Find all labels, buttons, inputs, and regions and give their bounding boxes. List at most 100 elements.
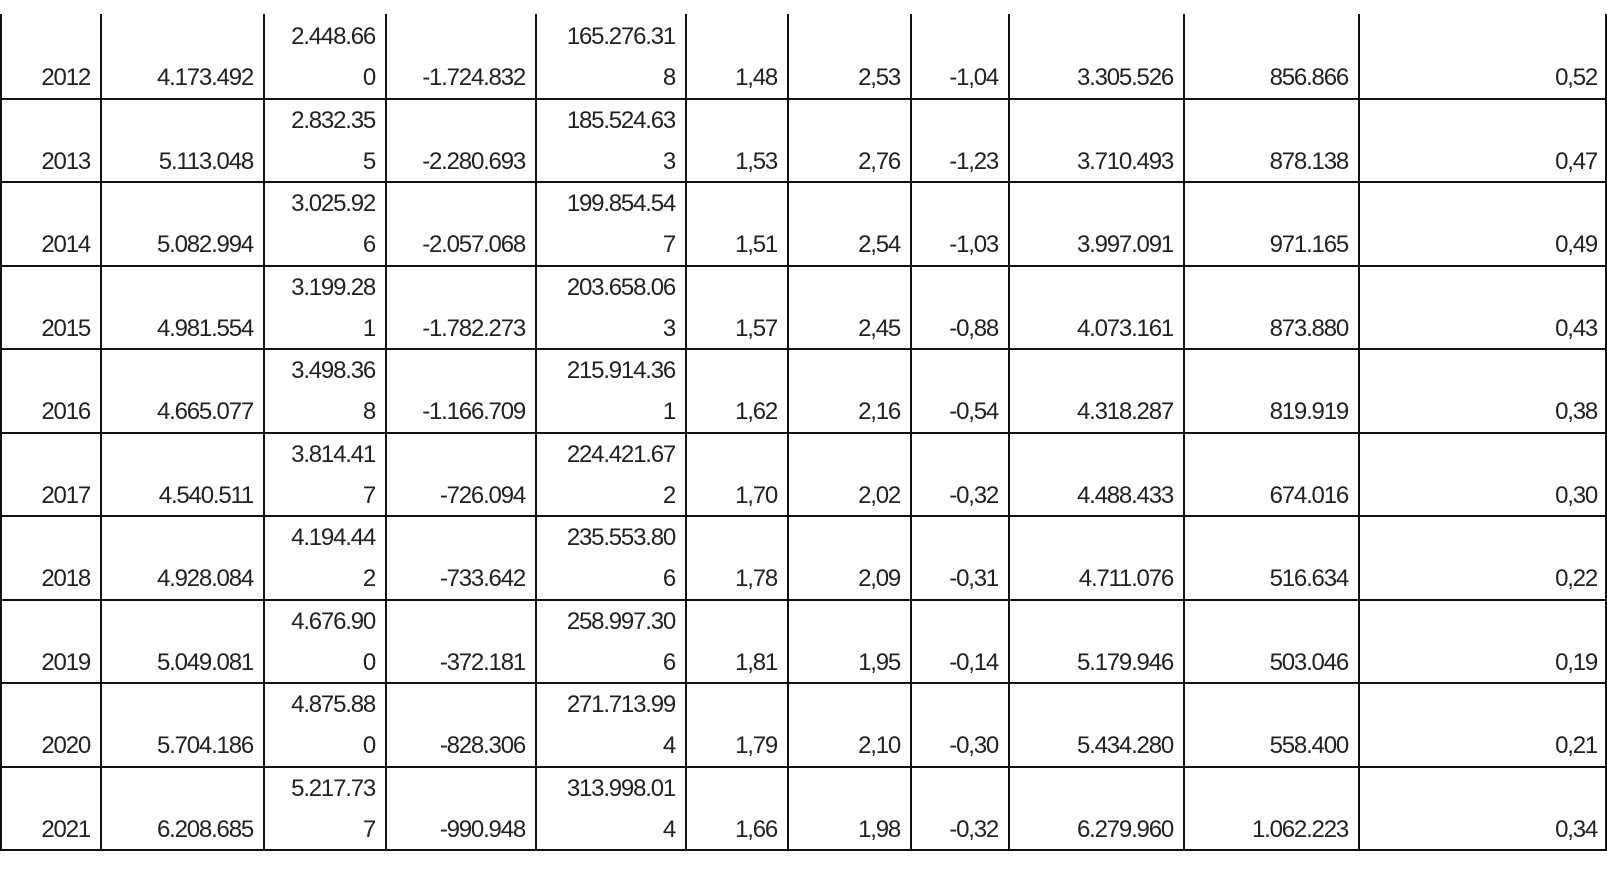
cell-text: 674.016 bbox=[1269, 481, 1350, 509]
row-border bbox=[0, 264, 1607, 267]
cell-text: 6 bbox=[662, 648, 676, 676]
cell-text: 971.165 bbox=[1269, 231, 1350, 258]
cell-text: -1,03 bbox=[949, 231, 999, 258]
cell-text: -1,23 bbox=[949, 147, 999, 175]
row-border bbox=[0, 515, 1607, 517]
cell-text: 5.217.73 bbox=[291, 774, 376, 802]
cell-text: 4.318.287 bbox=[1077, 398, 1174, 425]
cell-text: 2015 bbox=[41, 314, 91, 342]
cell-text: 1,95 bbox=[858, 648, 901, 676]
cell-text: 6.279.960 bbox=[1077, 815, 1174, 843]
cell-text: 2,54 bbox=[858, 231, 901, 258]
cell-text: 3 bbox=[662, 314, 676, 342]
cell-text: 503.046 bbox=[1269, 648, 1350, 676]
cell-text: 5.082.994 bbox=[157, 231, 254, 258]
cell-text: 3.498.36 bbox=[291, 357, 376, 384]
cell-text: 1,51 bbox=[735, 231, 778, 258]
cell-text: 2016 bbox=[41, 398, 91, 425]
cell-text: 2018 bbox=[41, 565, 91, 592]
cell-text: 2012 bbox=[41, 64, 91, 91]
cell-text: 0 bbox=[362, 732, 376, 759]
cell-text: 5.704.186 bbox=[157, 732, 254, 759]
cell-text: 7 bbox=[662, 231, 676, 258]
cell-text: 258.997.30 bbox=[566, 607, 676, 635]
cell-text: 4.711.076 bbox=[1078, 565, 1174, 592]
cell-text: -733.642 bbox=[439, 565, 526, 592]
cell-text: 224.421.67 bbox=[566, 440, 676, 468]
cell-text: 313.998.01 bbox=[566, 774, 676, 802]
cell-text: 5 bbox=[362, 147, 376, 175]
cell-text: 3.814.41 bbox=[291, 440, 376, 468]
cell-text: -1,04 bbox=[949, 64, 999, 91]
cell-text: 215.914.36 bbox=[566, 357, 676, 384]
cell-text: 2,45 bbox=[858, 314, 901, 342]
row-border bbox=[0, 598, 1607, 601]
cell-text: -2.057.068 bbox=[422, 231, 526, 258]
cell-text: 2014 bbox=[41, 231, 91, 258]
cell-text: 516.634 bbox=[1269, 565, 1350, 592]
row-border bbox=[0, 765, 1607, 768]
cell-text: 1,53 bbox=[735, 147, 778, 175]
cell-text: 3.710.493 bbox=[1077, 147, 1174, 175]
cell-text: 4.875.88 bbox=[291, 691, 376, 718]
cell-text: 4 bbox=[662, 815, 676, 843]
cell-text: 5.049.081 bbox=[157, 648, 254, 676]
cell-text: 0,38 bbox=[1555, 398, 1598, 425]
cell-text: 4.928.084 bbox=[157, 565, 254, 592]
cell-text: 0 bbox=[362, 64, 376, 91]
cell-text: 1,66 bbox=[735, 815, 778, 843]
cell-text: 6 bbox=[362, 231, 376, 258]
cell-text: -0,54 bbox=[949, 398, 999, 425]
cell-text: 8 bbox=[362, 398, 376, 425]
cell-text: 1 bbox=[662, 398, 676, 425]
cell-text: 4.676.90 bbox=[291, 607, 376, 635]
cell-text: 3.305.526 bbox=[1077, 64, 1174, 91]
cell-text: 7 bbox=[362, 815, 376, 843]
cell-text: 2,09 bbox=[858, 565, 901, 592]
cell-text: 1.062.223 bbox=[1252, 815, 1349, 843]
cell-text: 558.400 bbox=[1269, 732, 1350, 759]
cell-text: 878.138 bbox=[1269, 147, 1350, 175]
cell-text: 2,16 bbox=[858, 398, 901, 425]
cell-text: 2,76 bbox=[858, 147, 901, 175]
cell-text: 4.540.511 bbox=[158, 481, 254, 509]
cell-text: -2.280.693 bbox=[422, 147, 526, 175]
cell-text: -0,30 bbox=[949, 732, 999, 759]
cell-text: 185.524.63 bbox=[566, 106, 676, 134]
cell-text: 819.919 bbox=[1269, 398, 1350, 425]
cell-text: 1,70 bbox=[735, 481, 778, 509]
cell-text: 3.199.28 bbox=[291, 273, 376, 301]
cell-text: -726.094 bbox=[439, 481, 526, 509]
cell-text: 1,78 bbox=[735, 565, 778, 592]
cell-text: 0,49 bbox=[1555, 231, 1598, 258]
cell-text: 7 bbox=[362, 481, 376, 509]
cell-text: 0,34 bbox=[1555, 815, 1598, 843]
cell-text: 2013 bbox=[41, 147, 91, 175]
cell-text: 6 bbox=[662, 565, 676, 592]
cell-text: -0,14 bbox=[949, 648, 999, 676]
cell-text: 3 bbox=[662, 147, 676, 175]
cell-text: -1.782.273 bbox=[422, 314, 526, 342]
cell-text: 2021 bbox=[41, 815, 91, 843]
cell-text: -0,88 bbox=[949, 314, 999, 342]
cell-text: 271.713.99 bbox=[566, 691, 676, 718]
cell-text: -1.724.832 bbox=[422, 64, 526, 91]
cell-text: 873.880 bbox=[1269, 314, 1350, 342]
cell-text: 2 bbox=[362, 565, 376, 592]
cell-text: 2019 bbox=[41, 648, 91, 676]
cell-text: 4.981.554 bbox=[157, 314, 254, 342]
cell-text: 1,98 bbox=[858, 815, 901, 843]
cell-text: -0,32 bbox=[949, 481, 999, 509]
cell-text: 1,48 bbox=[735, 64, 778, 91]
cell-text: 0,47 bbox=[1555, 147, 1598, 175]
cell-text: 235.553.80 bbox=[566, 524, 676, 551]
cell-text: 5.113.048 bbox=[158, 147, 254, 175]
cell-text: 0,22 bbox=[1555, 565, 1598, 592]
row-border bbox=[0, 97, 1607, 100]
cell-text: 3.025.92 bbox=[291, 190, 376, 217]
cell-text: -1.166.709 bbox=[422, 398, 526, 425]
cell-text: 856.866 bbox=[1269, 64, 1350, 91]
cell-text: 199.854.54 bbox=[566, 190, 676, 217]
cell-text: 2.448.66 bbox=[291, 23, 376, 50]
